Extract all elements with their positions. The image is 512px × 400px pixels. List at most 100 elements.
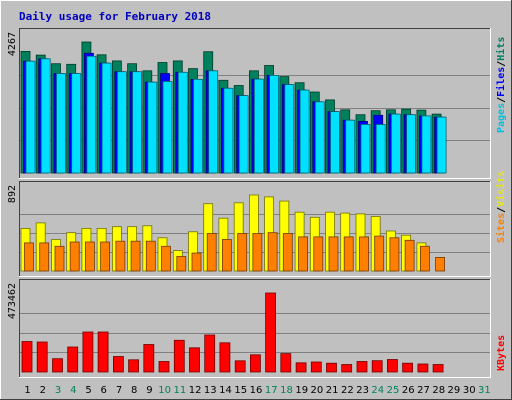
bar-pages-day-21 (330, 111, 340, 174)
bar-sites-day-21 (328, 236, 339, 272)
bar-kbytes-day-2 (36, 341, 48, 373)
right-label-part-sites-visits-0: Sites (495, 213, 507, 243)
x-tick-label-day-9: 9 (146, 385, 152, 396)
bar-sites-day-17 (267, 232, 278, 272)
bar-kbytes-day-25 (386, 359, 398, 373)
bar-sites-day-7 (115, 240, 126, 272)
x-tick-label-day-11: 11 (174, 385, 187, 396)
bar-pages-day-24 (375, 124, 386, 174)
right-label-pages-files-hits: Pages/Files/Hits (495, 37, 507, 133)
right-label-part-pages-files-hits-4: Hits (495, 37, 507, 61)
bar-kbytes-day-7 (113, 356, 124, 373)
bar-sites-day-11 (176, 256, 187, 272)
x-tick-label-day-31: 31 (478, 385, 491, 396)
bar-pages-day-2 (40, 58, 51, 174)
x-tick-label-day-21: 21 (326, 385, 339, 396)
y-axis-max-label: 892 (7, 185, 18, 203)
bar-kbytes-day-17 (265, 292, 277, 373)
bar-pages-day-18 (284, 84, 295, 174)
bar-pages-day-16 (253, 78, 264, 174)
x-tick-label-day-20: 20 (311, 385, 324, 396)
bar-kbytes-day-14 (219, 342, 231, 373)
x-tick-label-day-25: 25 (387, 385, 400, 396)
bar-kbytes-day-1 (21, 341, 33, 373)
x-tick-label-day-17: 17 (265, 385, 278, 396)
x-tick-label-day-5: 5 (85, 385, 91, 396)
bar-pages-day-28 (436, 116, 447, 174)
bar-sites-day-20 (313, 236, 324, 272)
bar-sites-day-25 (389, 237, 400, 272)
right-label-part-pages-files-hits-3: / (496, 61, 507, 67)
x-tick-label-day-26: 26 (402, 385, 415, 396)
x-tick-label-day-24: 24 (371, 385, 384, 396)
x-tick-label-day-22: 22 (341, 385, 354, 396)
bar-kbytes-day-19 (295, 362, 307, 373)
x-tick-label-day-8: 8 (131, 385, 137, 396)
right-label-part-kbytes-0: KBytes (496, 335, 507, 371)
bar-sites-day-3 (54, 245, 65, 272)
x-tick-label-day-27: 27 (417, 385, 430, 396)
bar-pages-day-12 (193, 79, 203, 174)
bar-sites-day-19 (298, 236, 309, 272)
bar-sites-day-14 (221, 239, 232, 272)
bar-sites-day-16 (252, 233, 263, 272)
x-tick-label-day-12: 12 (189, 385, 202, 396)
bar-sites-day-8 (130, 240, 141, 272)
bar-pages-day-11 (177, 71, 188, 174)
bar-kbytes-day-21 (326, 362, 337, 373)
x-axis-tick-labels: 1 2 3 4 5 6 7 8 9 10 11 12 13 14 15 16 17 18 19 20 21 22 23 24 2… (24, 385, 490, 396)
bar-pages-day-10 (162, 81, 173, 174)
x-tick-label-day-29: 29 (448, 385, 461, 396)
bar-pages-day-20 (314, 101, 325, 174)
bar-kbytes-day-20 (310, 361, 322, 373)
x-tick-label-day-6: 6 (101, 385, 107, 396)
bar-pages-day-22 (345, 119, 356, 174)
bar-sites-day-9 (145, 240, 156, 272)
bar-sites-day-4 (69, 241, 80, 272)
bar-sites-day-28 (435, 256, 446, 272)
bar-pages-day-27 (421, 115, 432, 174)
bar-kbytes-day-26 (402, 362, 414, 373)
bar-kbytes-day-16 (249, 354, 261, 373)
bar-kbytes-day-9 (143, 344, 155, 373)
bar-sites-day-5 (85, 241, 95, 272)
bar-pages-day-9 (147, 81, 158, 174)
bar-sites-day-23 (359, 236, 369, 272)
bar-kbytes-day-28 (432, 364, 444, 373)
bar-kbytes-day-13 (204, 334, 216, 373)
right-label-sites-visits: Sites/Visits (495, 171, 507, 243)
x-tick-label-day-30: 30 (463, 385, 476, 396)
bar-pages-day-3 (56, 73, 66, 174)
right-label-part-sites-visits-2: Visits (495, 171, 507, 207)
x-tick-label-day-14: 14 (219, 385, 232, 396)
panel-visits-sites: 892 (7, 181, 491, 277)
bar-kbytes-day-15 (234, 360, 246, 373)
bar-kbytes-day-24 (371, 360, 383, 373)
bar-sites-day-26 (404, 239, 415, 272)
bar-kbytes-day-22 (341, 364, 353, 373)
right-label-kbytes: KBytes (496, 335, 507, 371)
bar-sites-day-15 (237, 233, 248, 272)
x-tick-label-day-16: 16 (250, 385, 263, 396)
right-label-part-pages-files-hits-0: Pages (496, 103, 507, 133)
bar-sites-day-13 (206, 233, 217, 272)
bar-pages-day-8 (132, 71, 143, 174)
bar-kbytes-day-8 (128, 359, 140, 373)
bar-kbytes-day-4 (67, 346, 79, 373)
bar-kbytes-day-23 (356, 361, 368, 373)
x-tick-label-day-1: 1 (24, 385, 30, 396)
bar-pages-day-17 (269, 75, 280, 174)
bar-pages-day-14 (223, 87, 234, 174)
bar-kbytes-day-5 (82, 331, 94, 373)
x-tick-label-day-10: 10 (158, 385, 171, 396)
panel-hits-files-pages: 4267 (7, 28, 491, 179)
bar-kbytes-day-3 (52, 358, 63, 373)
bar-sites-day-2 (39, 242, 50, 272)
y-axis-max-label: 4267 (7, 32, 18, 56)
x-tick-label-day-18: 18 (280, 385, 293, 396)
x-tick-label-day-7: 7 (116, 385, 122, 396)
x-tick-label-day-13: 13 (204, 385, 217, 396)
x-tick-label-day-19: 19 (295, 385, 308, 396)
